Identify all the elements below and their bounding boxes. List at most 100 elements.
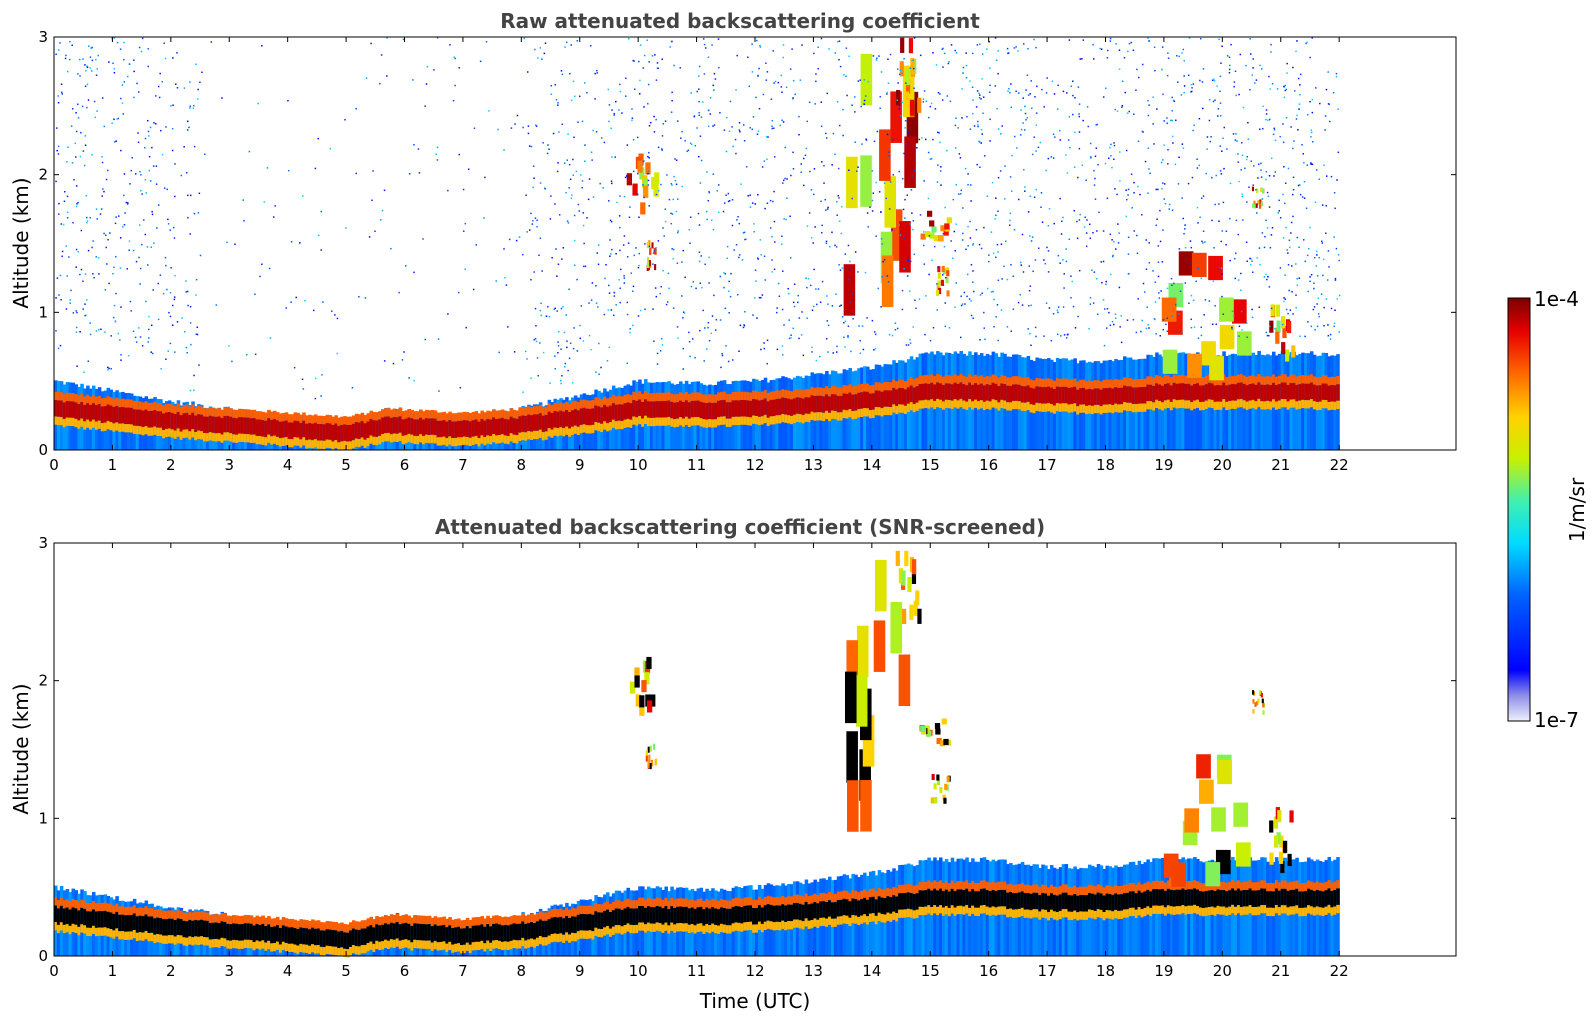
aerosol-edge bbox=[638, 391, 642, 400]
noise-pixel bbox=[954, 147, 957, 149]
noise-pixel bbox=[697, 155, 700, 158]
noise-pixel bbox=[797, 301, 799, 304]
noise-pixel bbox=[1289, 309, 1292, 311]
noise-pixel bbox=[954, 124, 957, 127]
aerosol-core bbox=[1073, 386, 1077, 404]
aerosol-edge bbox=[778, 390, 782, 399]
noise-pixel bbox=[1126, 319, 1129, 321]
noise-pixel bbox=[665, 303, 668, 306]
noise-pixel bbox=[63, 190, 66, 193]
noise-pixel bbox=[1102, 260, 1105, 263]
noise-pixel bbox=[621, 112, 623, 114]
aerosol-edge bbox=[462, 436, 467, 445]
noise-pixel bbox=[856, 170, 858, 172]
aerosol-edge bbox=[302, 437, 306, 446]
noise-pixel bbox=[845, 75, 847, 78]
noise-pixel bbox=[1016, 147, 1018, 149]
aerosol-edge bbox=[1125, 402, 1130, 412]
noise-pixel bbox=[928, 116, 930, 119]
aerosol-core bbox=[287, 422, 292, 439]
noise-pixel bbox=[1233, 85, 1235, 88]
aerosol-edge bbox=[293, 944, 298, 953]
aerosol-edge bbox=[1014, 400, 1019, 410]
aerosol-edge bbox=[769, 391, 774, 400]
aerosol-core bbox=[91, 403, 96, 420]
noise-pixel bbox=[114, 321, 117, 323]
noise-pixel bbox=[1031, 107, 1033, 110]
noise-pixel bbox=[1308, 247, 1310, 250]
noise-pixel bbox=[655, 247, 657, 249]
noise-pixel bbox=[591, 282, 594, 284]
aerosol-edge bbox=[106, 903, 111, 912]
noise-pixel bbox=[671, 99, 673, 102]
noise-pixel bbox=[715, 318, 718, 321]
noise-pixel bbox=[801, 44, 803, 46]
aerosol-edge bbox=[871, 409, 876, 418]
noise-pixel bbox=[83, 371, 85, 374]
noise-pixel bbox=[743, 324, 746, 327]
aerosol-edge bbox=[308, 439, 312, 448]
aerosol-edge bbox=[892, 404, 896, 413]
aerosol-edge bbox=[156, 427, 160, 436]
aerosol-edge bbox=[606, 423, 610, 432]
noise-pixel bbox=[119, 48, 122, 50]
aerosol-edge bbox=[129, 424, 134, 433]
aerosol-edge bbox=[384, 939, 388, 949]
aerosol-core bbox=[331, 930, 335, 947]
noise-pixel bbox=[781, 91, 783, 93]
noise-pixel bbox=[82, 150, 85, 152]
aerosol-core bbox=[185, 412, 189, 430]
noise-pixel bbox=[437, 338, 440, 340]
noise-pixel bbox=[577, 203, 580, 206]
noise-pixel bbox=[105, 246, 107, 249]
aerosol-core bbox=[1055, 386, 1060, 404]
noise-pixel bbox=[80, 268, 83, 271]
noise-pixel bbox=[1317, 297, 1320, 299]
noise-pixel bbox=[1079, 58, 1082, 60]
noise-pixel bbox=[1284, 202, 1286, 205]
noise-pixel bbox=[718, 66, 720, 69]
noise-pixel bbox=[274, 205, 276, 207]
aerosol-edge bbox=[457, 412, 461, 421]
noise-pixel bbox=[772, 50, 774, 52]
aerosol-core bbox=[1330, 384, 1334, 402]
aerosol-edge bbox=[103, 422, 108, 431]
aerosol-edge bbox=[974, 374, 978, 384]
noise-pixel bbox=[626, 301, 629, 304]
noise-pixel bbox=[175, 83, 177, 85]
noise-pixel bbox=[821, 280, 824, 283]
aerosol-edge bbox=[737, 392, 741, 401]
aerosol-edge bbox=[129, 906, 134, 915]
aerosol-core bbox=[121, 406, 125, 424]
aerosol-edge bbox=[474, 411, 479, 420]
noise-pixel bbox=[1316, 254, 1318, 256]
noise-pixel bbox=[87, 45, 90, 47]
aerosol-core bbox=[687, 402, 692, 419]
aerosol-edge bbox=[673, 394, 677, 403]
noise-pixel bbox=[1256, 212, 1258, 214]
noise-pixel bbox=[873, 331, 876, 333]
aerosol-core bbox=[1274, 384, 1279, 402]
aerosol-core bbox=[1064, 386, 1069, 404]
noise-pixel bbox=[79, 273, 81, 276]
aerosol-edge bbox=[1052, 405, 1057, 414]
noise-pixel bbox=[960, 189, 962, 192]
noise-pixel bbox=[1292, 313, 1294, 315]
aerosol-core bbox=[646, 401, 651, 418]
noise-pixel bbox=[1100, 261, 1103, 263]
noise-pixel bbox=[91, 70, 93, 72]
aerosol-edge bbox=[430, 434, 435, 444]
aerosol-core bbox=[979, 383, 984, 401]
aerosol-core bbox=[182, 413, 187, 430]
noise-pixel bbox=[1299, 73, 1302, 76]
noise-pixel bbox=[770, 98, 773, 100]
noise-pixel bbox=[964, 167, 967, 170]
noise-pixel bbox=[1020, 264, 1023, 266]
noise-pixel bbox=[186, 129, 189, 131]
noise-pixel bbox=[1241, 195, 1244, 198]
noise-pixel bbox=[886, 133, 889, 136]
noise-pixel bbox=[126, 268, 128, 270]
aerosol-edge bbox=[594, 422, 598, 431]
noise-pixel bbox=[638, 216, 640, 219]
noise-pixel bbox=[1246, 336, 1248, 339]
